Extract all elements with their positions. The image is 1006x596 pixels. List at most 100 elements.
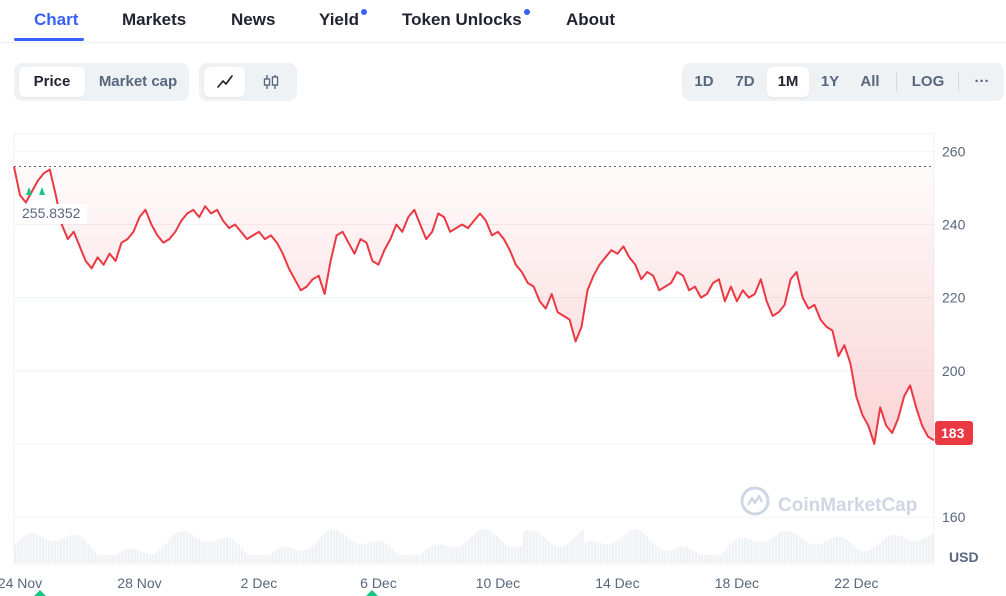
active-tab-underline (14, 38, 84, 41)
volume-bar (553, 545, 557, 563)
new-badge-dot (361, 9, 367, 15)
price-button[interactable]: Price (19, 67, 85, 97)
volume-bar (130, 548, 133, 563)
tab-chart[interactable]: Chart (34, 10, 79, 29)
tab-about[interactable]: About (566, 10, 616, 29)
up-marker-icon (366, 590, 378, 596)
volume-bar (753, 540, 756, 563)
volume-bar (250, 555, 253, 563)
volume-bar (207, 542, 210, 563)
volume-bar (185, 531, 189, 563)
range-1m-button[interactable]: 1M (767, 67, 809, 97)
volume-bar (366, 543, 370, 563)
volume-bar (835, 536, 839, 563)
volume-bar (605, 544, 609, 563)
range-1y-button[interactable]: 1Y (820, 73, 840, 90)
volume-bar (317, 539, 320, 563)
more-options-button[interactable]: ··· (974, 73, 990, 90)
tab-news[interactable]: News (231, 10, 276, 29)
volume-bar (274, 549, 278, 563)
volume-bar (112, 555, 115, 563)
tab-token-unlocks[interactable]: Token Unlocks (402, 9, 530, 30)
volume-bar (302, 550, 305, 563)
volume-bar (194, 537, 198, 563)
volume-bar (593, 541, 596, 563)
x-tick-label: 10 Dec (476, 575, 520, 591)
volume-bar (526, 530, 529, 563)
volume-bar (691, 549, 695, 563)
x-tick-label: 18 Dec (715, 575, 759, 591)
volume-bar (566, 543, 569, 563)
volume-bar (434, 544, 437, 563)
volume-bar (440, 544, 443, 563)
volume-bar (688, 548, 692, 563)
tab-markets[interactable]: Markets (122, 10, 187, 29)
y-tick-label: 160 (942, 509, 966, 525)
volume-bar (633, 529, 636, 563)
candlestick-icon (263, 75, 278, 90)
volume-bar (507, 546, 511, 563)
volume-bar (296, 550, 299, 563)
volume-bar (556, 546, 560, 563)
volume-bar (351, 541, 354, 563)
volume-bar (96, 553, 100, 563)
volume-bar (765, 540, 768, 563)
volume-bar (443, 545, 446, 563)
line-chart-button[interactable] (204, 67, 245, 97)
volume-bar (293, 549, 296, 563)
volume-bar (124, 549, 127, 563)
volume-bar (470, 536, 474, 563)
volume-bar (56, 540, 60, 563)
y-tick-label: 200 (942, 363, 966, 379)
volume-bar (612, 543, 615, 563)
volume-bar (492, 533, 495, 563)
volume-bar (636, 529, 639, 563)
volume-bar (510, 547, 514, 563)
volume-bar (513, 547, 517, 563)
volume-bar (783, 530, 787, 563)
volume-bar (894, 534, 897, 563)
x-tick-label: 2 Dec (241, 575, 278, 591)
volume-bar (676, 548, 679, 563)
volume-bar (87, 543, 90, 563)
volume-bar (63, 537, 66, 563)
volume-bar (722, 551, 725, 563)
volume-bar (474, 533, 477, 563)
volume-bar (173, 534, 176, 563)
volume-bar (47, 540, 51, 563)
volume-bar (667, 550, 670, 563)
volume-bar (345, 536, 348, 563)
volume-bar (863, 551, 866, 563)
volume-bar (329, 529, 333, 563)
volume-bar (139, 551, 143, 563)
volume-bar (710, 555, 713, 563)
market-cap-button[interactable]: Market cap (98, 73, 178, 90)
range-all-button[interactable]: All (860, 73, 880, 90)
volume-bar (707, 555, 710, 563)
chart-style-toggle (199, 63, 297, 101)
log-scale-button[interactable]: LOG (911, 73, 945, 90)
candlestick-button[interactable] (250, 67, 291, 97)
volume-bar (921, 538, 925, 563)
volume-bar (14, 545, 17, 563)
volume-bar (780, 531, 784, 563)
range-7d-button[interactable]: 7D (735, 73, 755, 90)
volume-bar (789, 532, 793, 563)
volume-bar (201, 540, 204, 563)
volume-bar (860, 550, 863, 563)
volume-bar (305, 549, 308, 563)
volume-bar (734, 539, 738, 563)
volume-bar (234, 542, 238, 563)
volume-bar (363, 544, 366, 563)
range-1d-button[interactable]: 1D (694, 73, 714, 90)
volume-bar (437, 544, 440, 563)
volume-bar (342, 533, 345, 563)
tab-yield[interactable]: Yield (319, 9, 367, 30)
volume-bar (599, 543, 603, 563)
volume-bar (188, 533, 192, 563)
up-marker-icon (34, 590, 46, 596)
volume-bar (654, 545, 658, 563)
volume-bar (247, 554, 250, 563)
volume-bar (891, 534, 894, 563)
volume-bar (627, 531, 630, 563)
